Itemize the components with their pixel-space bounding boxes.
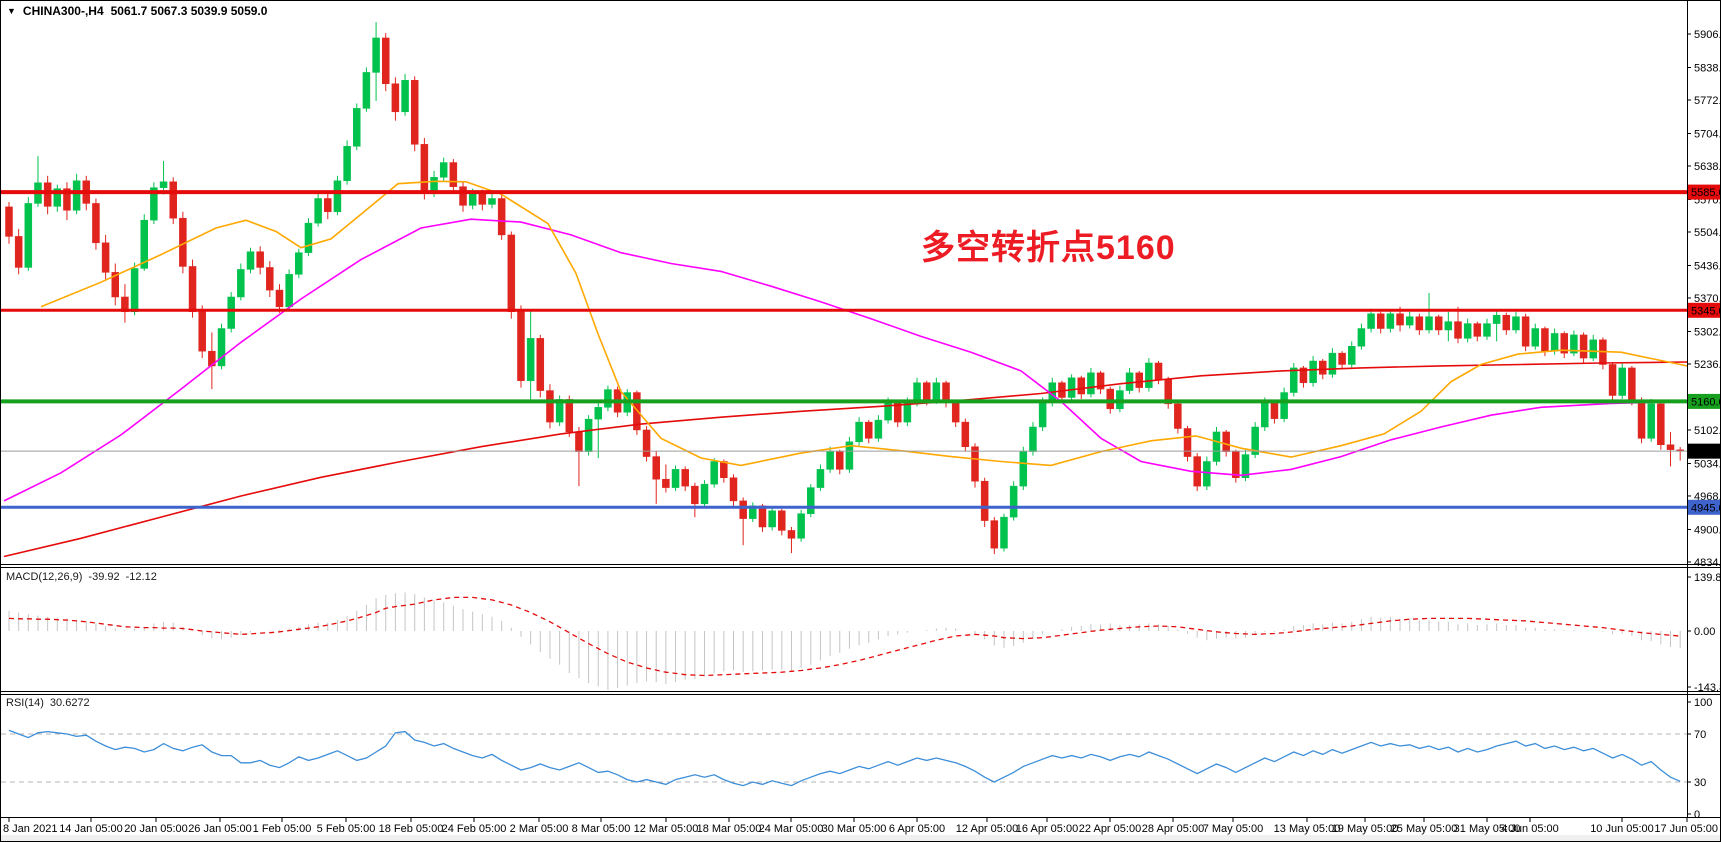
time-tick-label: 24 Mar 05:00 [759, 823, 824, 835]
price-tick: 5504.0 [1694, 227, 1721, 239]
rsi-axis-tick: 100 [1694, 697, 1712, 709]
macd-signal-value: -12.12 [125, 571, 157, 583]
time-tick-label: 12 Mar 05:00 [634, 823, 699, 835]
time-tick-label: 22 Apr 05:00 [1079, 823, 1141, 835]
horizontal-levels[interactable] [1, 190, 1687, 509]
macd-indicator-label: MACD(12,26,9) -39.92 -12.12 [6, 571, 157, 583]
rsi-name: RSI(14) [6, 697, 44, 709]
badge-label: 5059.0 [1691, 446, 1721, 458]
badge-label: 5160.0 [1691, 396, 1721, 408]
current-price-badge [1688, 443, 1720, 459]
price-tick: 5034.0 [1694, 458, 1721, 470]
time-tick-label: 7 May 05:00 [1203, 823, 1264, 835]
time-tick-label: 18 Mar 05:00 [697, 823, 762, 835]
price-tick: 5102.0 [1694, 425, 1721, 437]
time-tick-label: 6 Apr 05:00 [889, 823, 945, 835]
macd-axis-tick: 139.86 [1694, 572, 1721, 584]
time-tick-label: 1 Feb 05:00 [253, 823, 312, 835]
level-badge-5585 [1688, 184, 1720, 200]
badge-label: 5585.0 [1691, 187, 1721, 199]
price-tick: 4900.0 [1694, 524, 1721, 536]
rsi-line [8, 729, 1681, 787]
time-tick-label: 4 Jun 05:00 [1501, 823, 1559, 835]
price-tick: 5906.0 [1694, 29, 1721, 41]
time-tick-label: 12 Apr 05:00 [956, 823, 1018, 835]
time-tick-label: 31 May 05:00 [1454, 823, 1521, 835]
ma-magenta-line [3, 218, 1687, 502]
time-tick-label: 5 Feb 05:00 [317, 823, 376, 835]
time-tick-label: 16 Apr 05:00 [1016, 823, 1078, 835]
macd-axis-tick: -143.82 [1694, 682, 1721, 694]
price-tick: 4834.0 [1694, 557, 1721, 569]
main-price-panel [3, 22, 1687, 558]
candlestick-series [5, 22, 1684, 555]
rsi-axis-tick: 0 [1694, 809, 1700, 821]
price-tick: 5772.0 [1694, 95, 1721, 107]
chevron-down-icon[interactable]: ▼ [7, 6, 16, 16]
rsi-axis-tick: 30 [1694, 777, 1706, 789]
time-tick-label: 8 Mar 05:00 [572, 823, 631, 835]
badge-label: 4945.0 [1691, 502, 1721, 514]
price-tick: 5436.0 [1694, 260, 1721, 272]
time-tick-label: 8 Jan 2021 [3, 823, 57, 835]
price-tick: 5236.0 [1694, 359, 1721, 371]
symbol-timeframe-label: CHINA300-,H4 [22, 4, 104, 18]
price-tick: 5704.0 [1694, 128, 1721, 140]
time-tick-label: 28 Apr 05:00 [1142, 823, 1204, 835]
time-tick-label: 20 Jan 05:00 [124, 823, 188, 835]
level-badge-5160 [1688, 393, 1720, 409]
price-tick: 5302.0 [1694, 326, 1721, 338]
price-tick: 5838.0 [1694, 62, 1721, 74]
quote-ohlc-values: 5061.7 5067.3 5039.9 5059.0 [110, 4, 268, 18]
rsi-value: 30.6272 [49, 697, 90, 709]
macd-main-value: -39.92 [88, 571, 120, 583]
time-tick-label: 26 Jan 05:00 [188, 823, 252, 835]
macd-panel [8, 592, 1681, 690]
time-tick-label: 19 May 05:00 [1332, 823, 1399, 835]
time-tick-label: 10 Jun 05:00 [1590, 823, 1654, 835]
time-tick-label: 25 May 05:00 [1391, 823, 1458, 835]
time-tick-label: 17 Jun 05:00 [1654, 823, 1718, 835]
chart-annotation: 多空转折点5160 [921, 229, 1176, 267]
ma-orange-line [40, 180, 1687, 467]
time-tick-label: 18 Feb 05:00 [379, 823, 444, 835]
price-tick: 5370.0 [1694, 293, 1721, 305]
macd-signal-line [8, 596, 1681, 677]
price-badges: 5585.0 5345.0 5160.0 4945.0 5059.0 [1688, 184, 1721, 515]
time-tick-label: 14 Jan 05:00 [59, 823, 123, 835]
time-tick-label: 24 Feb 05:00 [442, 823, 507, 835]
time-tick-label: 2 Mar 05:00 [510, 823, 569, 835]
price-axis-labels[interactable]: 5906.05838.05772.05704.05638.05570.05504… [1687, 29, 1721, 821]
chart-title: ▼ CHINA300-,H4 5061.7 5067.3 5039.9 5059… [7, 4, 267, 18]
macd-axis-tick: 0.00 [1694, 626, 1715, 638]
rsi-axis-tick: 70 [1694, 729, 1706, 741]
rsi-panel [1, 729, 1687, 787]
level-badge-4945 [1688, 499, 1720, 515]
time-tick-label: 13 May 05:00 [1274, 823, 1341, 835]
time-axis[interactable]: 8 Jan 2021 14 Jan 05:00 20 Jan 05:00 26 Jan… [3, 818, 1718, 835]
ma-red-line [3, 361, 1687, 558]
level-badge-5345 [1688, 302, 1720, 318]
rsi-indicator-label: RSI(14) 30.6272 [6, 697, 90, 709]
price-tick: 5638.0 [1694, 161, 1721, 173]
badge-label: 5345.0 [1691, 305, 1721, 317]
macd-name: MACD(12,26,9) [6, 571, 83, 583]
time-tick-label: 30 Mar 05:00 [822, 823, 887, 835]
